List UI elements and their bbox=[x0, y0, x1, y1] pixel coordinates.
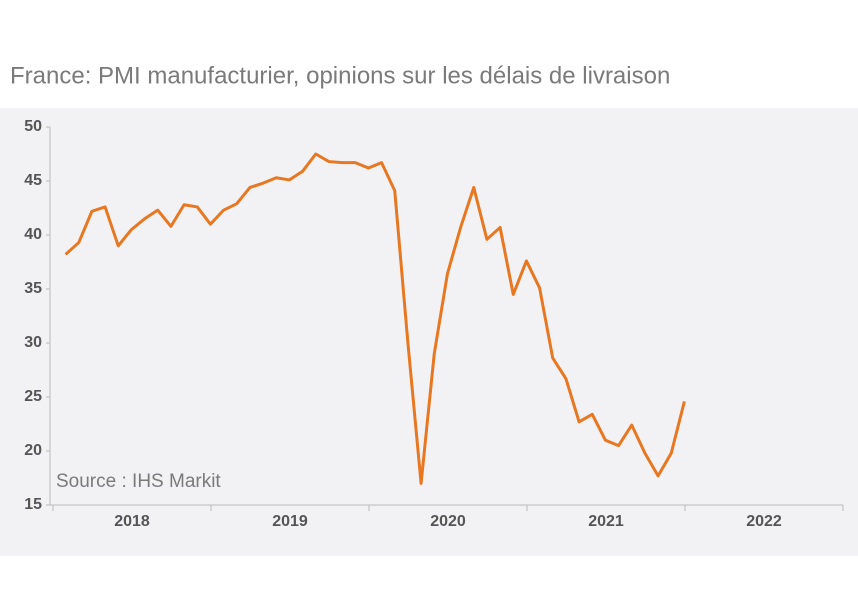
x-tick-label: 2020 bbox=[430, 513, 466, 530]
source-note: Source : IHS Markit bbox=[56, 471, 221, 492]
x-tick-label: 2018 bbox=[114, 513, 150, 530]
y-tick-label: 35 bbox=[24, 280, 42, 297]
y-tick-label: 30 bbox=[24, 334, 42, 351]
y-tick-label: 40 bbox=[24, 226, 42, 243]
y-tick-label: 45 bbox=[24, 172, 42, 189]
data-line bbox=[64, 152, 686, 485]
y-tick-label: 20 bbox=[24, 442, 42, 459]
plot-background bbox=[0, 108, 858, 556]
x-tick-label: 2022 bbox=[746, 513, 782, 530]
y-tick-label: 15 bbox=[24, 496, 42, 513]
chart-title: France: PMI manufacturier, opinions sur … bbox=[10, 62, 670, 89]
x-tick-label: 2019 bbox=[272, 513, 308, 530]
x-tick-label: 2021 bbox=[588, 513, 624, 530]
y-tick-label: 50 bbox=[24, 118, 42, 135]
y-tick-label: 25 bbox=[24, 388, 42, 405]
